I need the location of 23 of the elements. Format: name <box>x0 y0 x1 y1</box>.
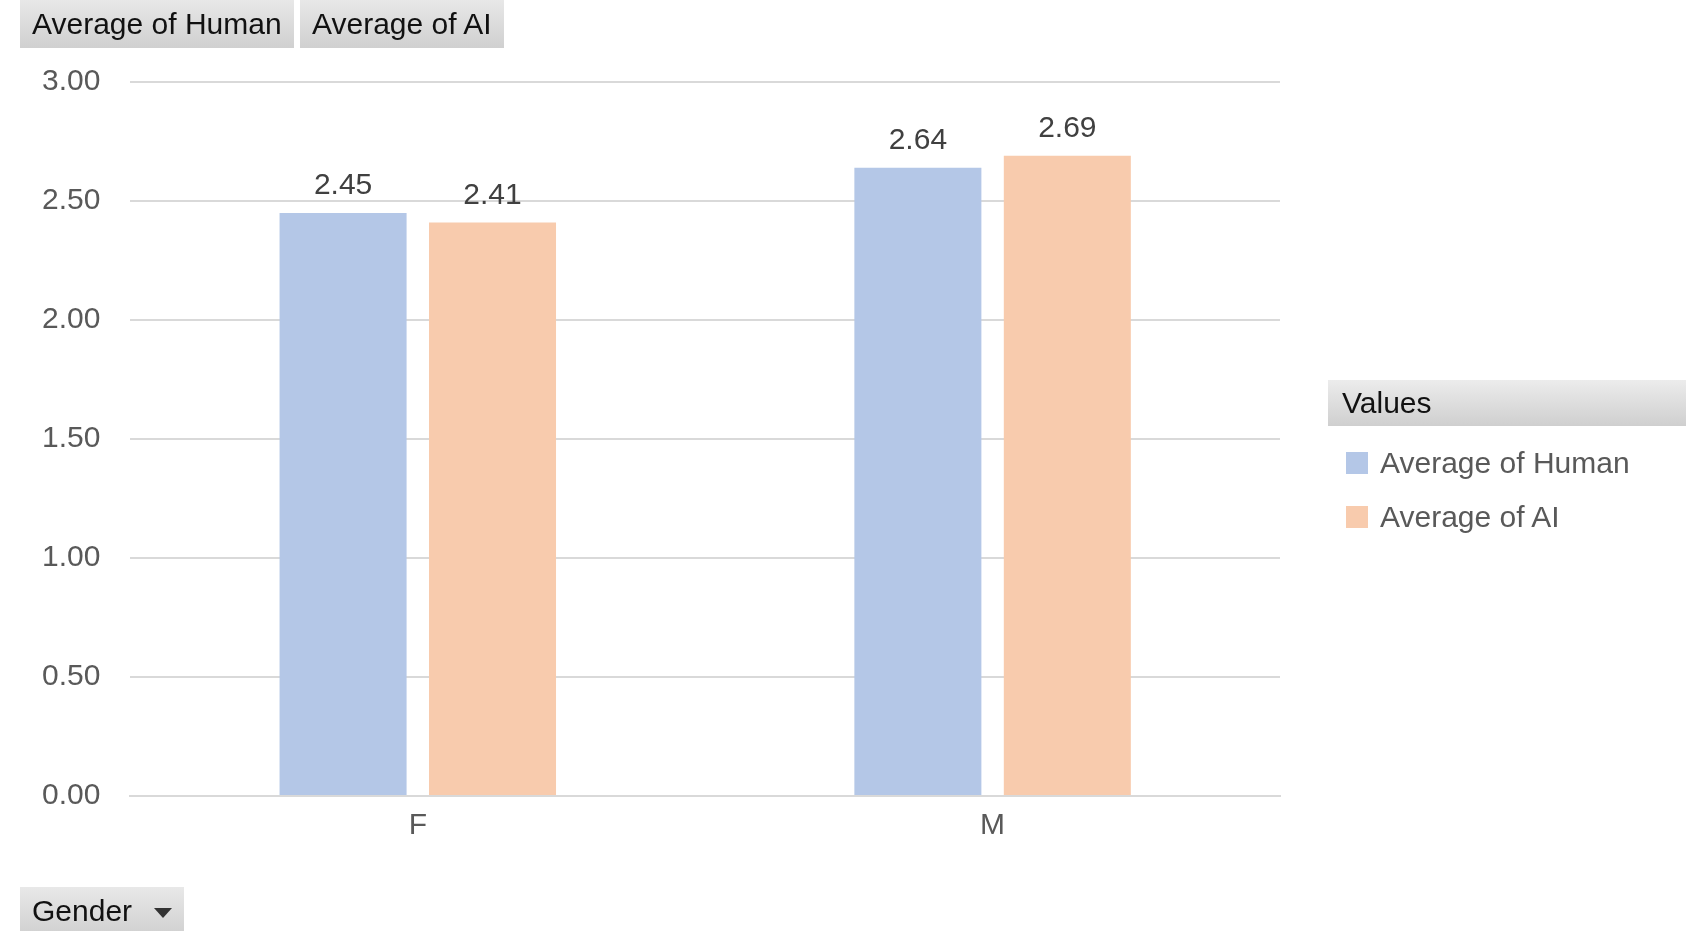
x-tick-label: F <box>408 807 427 841</box>
bar <box>854 167 982 795</box>
text: Average of AI <box>312 7 492 40</box>
y-tick-label: 2.00 <box>42 301 101 335</box>
bar <box>279 212 407 795</box>
legend-label: Average of Human <box>1380 446 1630 480</box>
data-label: 2.69 <box>1038 110 1097 144</box>
text: Average of Human <box>32 7 282 40</box>
bar <box>1003 155 1131 795</box>
y-tick-label: 1.50 <box>42 420 101 454</box>
data-label: 2.41 <box>463 176 522 210</box>
bar <box>429 222 557 795</box>
y-tick-label: 0.00 <box>42 777 101 811</box>
legend-label: Average of AI <box>1380 500 1560 534</box>
legend-title: Values <box>1328 380 1686 426</box>
y-tick-label: 1.00 <box>42 539 101 573</box>
x-tick-label: M <box>980 807 1006 841</box>
data-label: 2.45 <box>313 167 373 201</box>
y-tick-label: 3.00 <box>42 63 101 97</box>
y-tick-label: 2.50 <box>42 182 101 216</box>
y-tick-label: 0.50 <box>42 658 101 692</box>
x-axis-title: Gender <box>32 894 133 927</box>
data-label: 2.64 <box>888 121 948 155</box>
